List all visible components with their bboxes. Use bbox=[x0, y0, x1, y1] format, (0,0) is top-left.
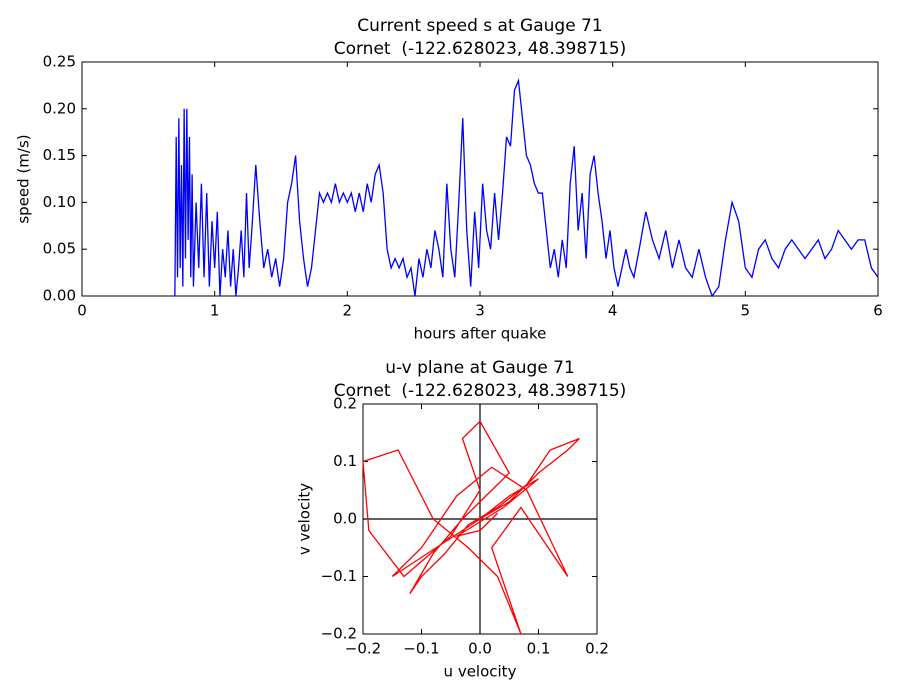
x-tick-label: 3 bbox=[475, 302, 485, 320]
y-tick-label: 0.05 bbox=[43, 240, 76, 258]
chart-title: Current speed s at Gauge 71 bbox=[357, 16, 602, 36]
x-tick-label: 2 bbox=[343, 302, 353, 320]
chart-title: u-v plane at Gauge 71 bbox=[385, 358, 575, 378]
x-tick-label: −0.1 bbox=[403, 640, 439, 658]
x-axis-label: u velocity bbox=[444, 663, 517, 681]
x-tick-label: −0.2 bbox=[345, 640, 381, 658]
y-tick-label: 0.00 bbox=[43, 287, 76, 305]
y-axis-label: speed (m/s) bbox=[15, 134, 33, 223]
x-tick-label: 6 bbox=[873, 302, 883, 320]
y-tick-label: 0.25 bbox=[43, 53, 76, 71]
data-line bbox=[174, 78, 879, 298]
y-tick-label: −0.2 bbox=[321, 625, 357, 643]
y-axis-label: v velocity bbox=[296, 483, 314, 555]
y-tick-label: 0.20 bbox=[43, 99, 76, 117]
x-tick-label: 0.0 bbox=[468, 640, 492, 658]
y-tick-label: 0.15 bbox=[43, 146, 76, 164]
x-tick-label: 0.1 bbox=[527, 640, 551, 658]
x-tick-label: 4 bbox=[608, 302, 618, 320]
y-tick-label: 0.1 bbox=[333, 452, 357, 470]
x-tick-label: 0 bbox=[77, 302, 87, 320]
y-tick-label: 0.0 bbox=[333, 510, 357, 528]
y-tick-label: 0.2 bbox=[333, 395, 357, 413]
data-line bbox=[362, 420, 580, 635]
x-tick-label: 5 bbox=[741, 302, 751, 320]
chart-subtitle: Cornet (-122.628023, 48.398715) bbox=[334, 381, 627, 401]
x-tick-label: 1 bbox=[210, 302, 220, 320]
x-tick-label: 0.2 bbox=[585, 640, 609, 658]
y-tick-label: −0.1 bbox=[321, 567, 357, 585]
chart-subtitle: Cornet (-122.628023, 48.398715) bbox=[334, 39, 627, 59]
y-tick-label: 0.10 bbox=[43, 193, 76, 211]
x-axis-label: hours after quake bbox=[414, 325, 547, 343]
